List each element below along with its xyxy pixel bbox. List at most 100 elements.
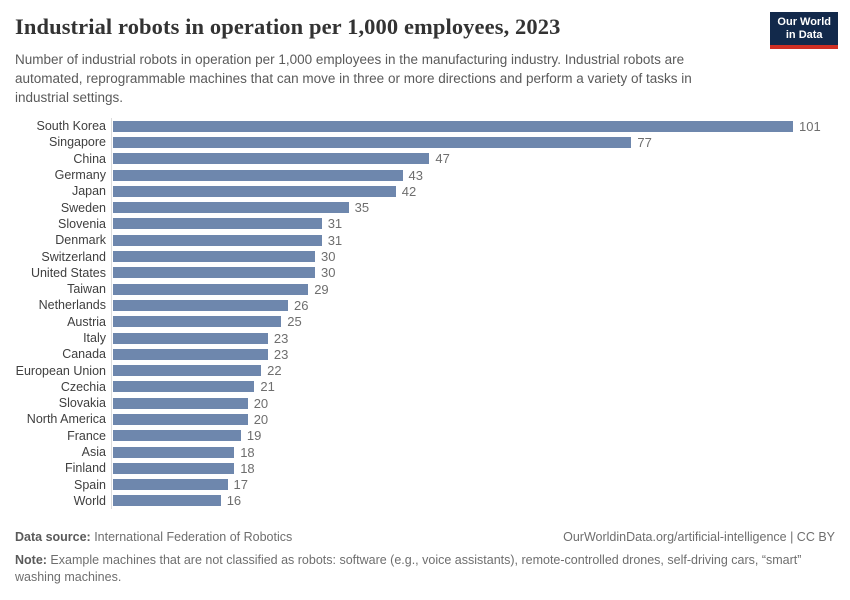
chart-row: United States 30 [15, 264, 835, 281]
bar-zone: 19 [111, 427, 835, 444]
bar-zone: 23 [111, 329, 835, 347]
category-label: China [73, 151, 106, 166]
value-label: 30 [321, 249, 336, 265]
chart-row: Finland 18 [15, 460, 835, 477]
bar[interactable] [113, 251, 315, 263]
chart-row: South Korea 101 [15, 118, 835, 135]
category-label: Taiwan [67, 282, 106, 297]
bar[interactable] [113, 348, 268, 360]
category-label: Slovakia [58, 396, 106, 411]
value-label: 23 [273, 330, 289, 346]
bar[interactable] [113, 495, 221, 507]
bar-zone: 26 [111, 297, 835, 314]
bar-zone: 20 [111, 395, 835, 412]
bar[interactable] [113, 332, 268, 344]
value-label: 77 [637, 134, 652, 150]
bar[interactable] [113, 202, 349, 214]
chart-row: Czechia 21 [15, 378, 835, 396]
bar-zone: 21 [111, 378, 835, 396]
bar-zone: 25 [111, 313, 835, 330]
value-label: 17 [233, 477, 248, 493]
bar[interactable] [113, 430, 241, 442]
chart-rows: South Korea 101 Singapore 77 China 47 Germany 4… [15, 118, 835, 510]
bar[interactable] [113, 462, 235, 474]
footer-note: Note: Example machines that are not clas… [15, 552, 835, 586]
chart-footer: Data source: International Federation of… [15, 529, 835, 586]
owid-logo-line1: Our World [777, 16, 831, 28]
note-text: Example machines that are not classified… [15, 553, 802, 584]
value-label: 18 [240, 460, 255, 476]
chart-row: Spain 17 [15, 476, 835, 493]
attribution-link[interactable]: OurWorldinData.org/artificial-intelligen… [563, 530, 835, 544]
chart-row: Netherlands 26 [15, 297, 835, 314]
bar-zone: 30 [111, 248, 835, 265]
bar[interactable] [113, 153, 430, 165]
chart-row: Slovenia 31 [15, 215, 835, 233]
data-source-label: Data source: [15, 530, 91, 544]
category-label: Germany [54, 168, 106, 183]
bar[interactable] [113, 299, 288, 311]
bar-zone: 31 [111, 215, 835, 233]
bar-zone: 18 [111, 443, 835, 461]
value-label: 20 [253, 395, 269, 411]
bar-zone: 17 [111, 476, 835, 493]
bar[interactable] [113, 479, 228, 491]
chart-row: France 19 [15, 427, 835, 444]
category-label: United States [30, 265, 106, 280]
bar[interactable] [113, 446, 235, 458]
chart-row: Canada 23 [15, 346, 835, 363]
value-label: 23 [273, 346, 289, 362]
bar-zone: 18 [111, 460, 835, 477]
note-label: Note: [15, 553, 47, 567]
bar[interactable] [113, 234, 322, 246]
bar-zone: 23 [111, 346, 835, 363]
bar-zone: 77 [111, 134, 835, 151]
chart-row: Singapore 77 [15, 134, 835, 151]
bar-zone: 47 [111, 150, 835, 167]
category-label: North America [26, 412, 106, 427]
bar[interactable] [113, 283, 309, 295]
bar[interactable] [113, 185, 396, 197]
bar[interactable] [113, 381, 255, 393]
bar[interactable] [113, 267, 315, 279]
value-label: 25 [287, 314, 302, 330]
bar[interactable] [113, 136, 632, 148]
owid-logo[interactable]: Our World in Data [770, 12, 838, 49]
bar[interactable] [113, 169, 403, 181]
chart-row: Japan 42 [15, 183, 835, 200]
value-label: 29 [314, 281, 329, 297]
bar-chart: South Korea 101 Singapore 77 China 47 Germany 4… [15, 118, 835, 510]
value-label: 19 [246, 428, 262, 444]
bar-zone: 31 [111, 232, 835, 249]
page-title: Industrial robots in operation per 1,000… [15, 14, 561, 39]
bar[interactable] [113, 413, 248, 425]
value-label: 30 [321, 265, 336, 281]
chart-row: Asia 18 [15, 443, 835, 461]
bar[interactable] [113, 365, 262, 377]
category-label: Japan [71, 184, 106, 199]
category-label: Austria [67, 314, 106, 329]
owid-logo-line2: in Data [785, 29, 823, 41]
category-label: Sweden [60, 200, 106, 215]
chart-row: Sweden 35 [15, 199, 835, 216]
category-label: Slovenia [58, 216, 106, 231]
chart-row: Slovakia 20 [15, 395, 835, 412]
footer-source-row: Data source: International Federation of… [15, 529, 835, 546]
value-label: 20 [253, 411, 269, 427]
category-label: Netherlands [38, 298, 106, 313]
category-label: Singapore [49, 135, 106, 150]
chart-row: European Union 22 [15, 362, 835, 379]
bar-zone: 29 [111, 280, 835, 298]
bar[interactable] [113, 120, 793, 132]
category-label: Canada [62, 347, 106, 362]
bar[interactable] [113, 218, 322, 230]
category-label: World [73, 493, 106, 508]
category-label: France [67, 428, 106, 443]
category-label: Czechia [60, 379, 106, 394]
bar[interactable] [113, 316, 282, 328]
value-label: 16 [226, 493, 242, 509]
bar-zone: 35 [111, 199, 835, 216]
category-label: Denmark [55, 233, 106, 248]
bar[interactable] [113, 397, 248, 409]
value-label: 21 [260, 379, 275, 395]
